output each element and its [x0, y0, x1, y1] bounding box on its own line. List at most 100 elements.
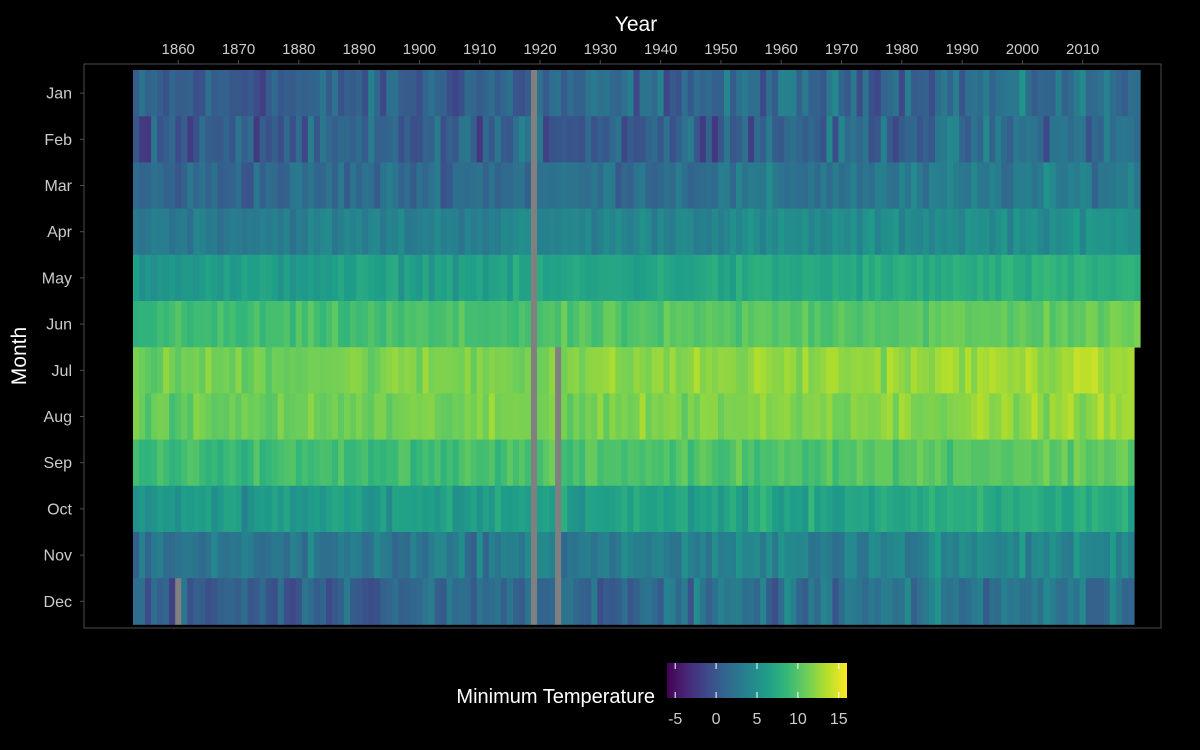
heatmap-cell — [736, 485, 743, 533]
heatmap-cell — [675, 347, 683, 394]
heatmap-cell — [488, 254, 496, 302]
heatmap-cell — [687, 393, 695, 440]
heatmap-cell — [313, 70, 321, 117]
heatmap-cell — [1007, 254, 1014, 302]
heatmap-cell — [494, 70, 502, 117]
heatmap-cell — [440, 485, 448, 533]
heatmap-cell — [669, 485, 677, 533]
heatmap-cell — [742, 393, 749, 440]
heatmap-cell — [446, 347, 454, 394]
heatmap-cell — [1013, 254, 1021, 302]
heatmap-cell — [464, 485, 472, 533]
heatmap-cell — [295, 208, 303, 256]
heatmap-cell — [995, 393, 1002, 440]
heatmap-cell — [512, 116, 520, 163]
heatmap-cell — [289, 116, 297, 163]
heatmap-cell — [1001, 162, 1008, 209]
heatmap-cell — [344, 532, 351, 579]
heatmap-cell — [1061, 485, 1069, 533]
heatmap-cell — [139, 532, 146, 579]
heatmap-cell — [1019, 116, 1027, 163]
heatmap-cell — [338, 162, 345, 209]
heatmap-cell — [838, 578, 846, 625]
heatmap-cell — [645, 301, 653, 348]
heatmap-cell — [470, 485, 478, 533]
heatmap-cell — [175, 254, 182, 302]
heatmap-cell — [368, 301, 375, 348]
heatmap-cell — [518, 578, 526, 625]
heatmap-cell — [723, 393, 731, 440]
heatmap-cell — [193, 439, 200, 487]
heatmap-cell — [856, 70, 864, 117]
heatmap-cell — [392, 485, 399, 533]
heatmap-cell — [953, 578, 960, 625]
heatmap-cell — [615, 347, 623, 394]
heatmap-cell — [133, 116, 140, 163]
heatmap-cell — [1097, 347, 1105, 394]
y-tick-label: Jan — [46, 86, 72, 103]
heatmap-cell — [977, 116, 984, 163]
heatmap-cell — [512, 70, 520, 117]
heatmap-cell — [1091, 301, 1099, 348]
heatmap-cell — [356, 439, 363, 487]
heatmap-cell — [133, 301, 140, 348]
heatmap-cell — [705, 70, 713, 117]
heatmap-cell — [199, 70, 206, 117]
heatmap-cell — [573, 70, 580, 117]
y-tick-label: Jun — [46, 317, 72, 334]
heatmap-cell — [500, 116, 508, 163]
heatmap-cell — [868, 532, 876, 579]
heatmap-cell — [476, 485, 484, 533]
heatmap-cell — [693, 254, 701, 302]
heatmap-cell — [356, 254, 363, 302]
heatmap-cell — [1061, 532, 1069, 579]
heatmap-cell — [380, 532, 387, 579]
heatmap-cell — [898, 208, 906, 256]
heatmap-cell — [1097, 254, 1105, 302]
panel-border — [83, 63, 1162, 629]
heatmap-cell — [826, 254, 834, 302]
heatmap-cell — [434, 254, 442, 302]
heatmap-cell — [440, 347, 448, 394]
x-tick-label: 1960 — [765, 41, 798, 58]
heatmap-cell — [530, 439, 538, 487]
heatmap-cell — [494, 162, 502, 209]
heatmap-cell — [494, 485, 502, 533]
heatmap-cell — [524, 532, 532, 579]
heatmap-cell — [163, 439, 170, 487]
heatmap-cell — [452, 70, 460, 117]
heatmap-cell — [187, 116, 194, 163]
heatmap-cell — [717, 208, 725, 256]
heatmap-cell — [392, 301, 399, 348]
heatmap-cell — [748, 208, 755, 256]
heatmap-cell — [289, 347, 297, 394]
heatmap-cell — [1001, 439, 1008, 487]
heatmap-cell — [693, 70, 701, 117]
heatmap-cell — [1001, 208, 1008, 256]
heatmap-cell — [175, 532, 182, 579]
heatmap-cell — [928, 208, 936, 256]
heatmap-cell — [241, 578, 249, 625]
heatmap-cell — [603, 208, 610, 256]
heatmap-cell — [205, 578, 212, 625]
heatmap-cell — [133, 70, 140, 117]
heatmap-cell — [157, 439, 164, 487]
heatmap-cell — [1127, 116, 1135, 163]
heatmap-cell — [736, 162, 743, 209]
heatmap-cell — [1097, 208, 1105, 256]
heatmap-cell — [350, 485, 357, 533]
heatmap-cell — [139, 578, 146, 625]
heatmap-cell — [971, 301, 978, 348]
heatmap-cell — [494, 393, 502, 440]
heatmap-cell — [1103, 347, 1111, 394]
heatmap-cell — [850, 70, 858, 117]
heatmap-cell — [446, 578, 454, 625]
heatmap-cell — [524, 347, 532, 394]
heatmap-cell — [603, 254, 610, 302]
heatmap-cell — [928, 532, 936, 579]
heatmap-cell — [325, 485, 333, 533]
heatmap-cell — [374, 301, 381, 348]
heatmap-cell — [922, 254, 930, 302]
heatmap-cell — [609, 439, 616, 487]
heatmap-cell — [500, 393, 508, 440]
